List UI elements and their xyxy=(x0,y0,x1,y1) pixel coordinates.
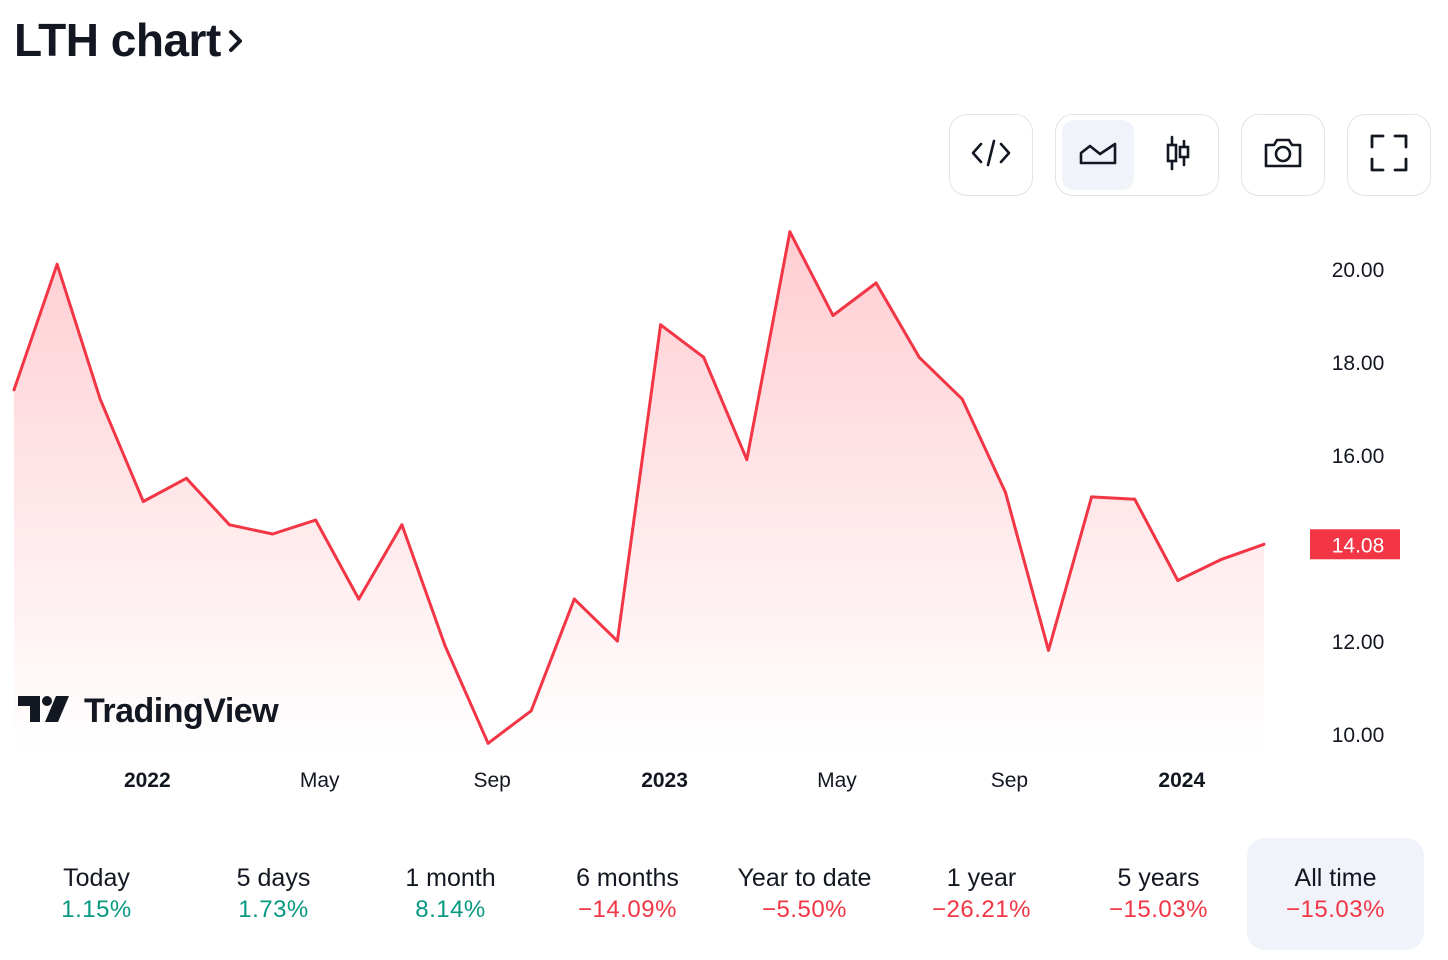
period-label: Year to date xyxy=(737,864,872,892)
period-today[interactable]: Today 1.15% xyxy=(8,838,185,950)
camera-icon xyxy=(1262,136,1304,175)
data-point xyxy=(1262,542,1266,546)
period-change: 1.15% xyxy=(61,896,132,923)
period-change: −5.50% xyxy=(761,896,848,923)
chart-title: LTH chart xyxy=(14,14,221,66)
data-point xyxy=(98,397,102,401)
period-label: 1 month xyxy=(405,864,496,892)
data-point xyxy=(917,355,921,359)
snapshot-button-group xyxy=(1241,114,1325,196)
data-point xyxy=(831,314,835,317)
y-tick-label: 20.00 xyxy=(1332,259,1385,282)
period-6-months[interactable]: 6 months −14.09% xyxy=(539,838,716,950)
data-point xyxy=(228,523,232,527)
data-point xyxy=(486,741,490,745)
data-point xyxy=(55,262,59,266)
embed-button-group xyxy=(949,114,1033,196)
data-point xyxy=(12,388,16,392)
data-point xyxy=(615,639,619,643)
candlestick-icon xyxy=(1163,135,1193,176)
code-icon xyxy=(971,138,1011,173)
y-tick-label: 16.00 xyxy=(1332,445,1385,468)
data-point xyxy=(1133,497,1137,501)
data-point xyxy=(184,476,188,480)
period-5-days[interactable]: 5 days 1.73% xyxy=(185,838,362,950)
tradingview-logo-text: TradingView xyxy=(84,692,279,730)
period-year-to-date[interactable]: Year to date −5.50% xyxy=(716,838,893,950)
period-label: 6 months xyxy=(576,864,679,892)
chart-title-link[interactable]: LTH chart xyxy=(14,10,245,70)
snapshot-button[interactable] xyxy=(1248,121,1318,189)
data-point xyxy=(1003,490,1007,494)
data-point xyxy=(702,355,706,359)
period-label: Today xyxy=(63,864,130,892)
y-tick-label: 12.00 xyxy=(1332,631,1385,654)
period-change: 8.14% xyxy=(415,896,486,923)
data-point xyxy=(1219,558,1223,562)
price-line xyxy=(12,230,1265,745)
candle-style-button[interactable] xyxy=(1142,120,1214,190)
period-1-month[interactable]: 1 month 8.14% xyxy=(362,838,539,950)
chart-style-group xyxy=(1055,114,1219,196)
x-tick-label: Sep xyxy=(991,769,1028,792)
x-tick-label: 2023 xyxy=(641,769,688,792)
area-chart-icon xyxy=(1078,138,1118,173)
data-point xyxy=(314,518,318,522)
price-chart[interactable]: 20.00 18.00 16.00 14.08 12.00 10.00 2022 May Se… xyxy=(0,200,1448,820)
period-change: −14.09% xyxy=(578,896,677,923)
data-point xyxy=(659,323,663,327)
period-label: 1 year xyxy=(946,864,1017,892)
x-tick-label: May xyxy=(300,769,340,792)
period-change: 1.73% xyxy=(238,896,309,923)
x-tick-label: 2022 xyxy=(124,769,171,792)
chevron-right-icon xyxy=(227,26,245,61)
tradingview-logo-mark xyxy=(16,694,72,729)
period-all-time[interactable]: All time −15.03% xyxy=(1247,838,1424,950)
data-point xyxy=(874,281,878,285)
period-selector: Today 1.15% 5 days 1.73% 1 month 8.14% 6… xyxy=(8,838,1438,950)
last-price-label: 14.08 xyxy=(1332,534,1385,557)
data-point xyxy=(1090,495,1094,499)
x-tick-label: 2024 xyxy=(1158,769,1205,792)
area-style-button[interactable] xyxy=(1062,120,1134,190)
tradingview-logo[interactable]: TradingView xyxy=(16,692,279,731)
period-change: −26.21% xyxy=(932,896,1031,923)
data-point xyxy=(572,597,576,601)
data-point xyxy=(357,597,361,601)
embed-button[interactable] xyxy=(956,121,1026,189)
data-point xyxy=(141,500,145,503)
fullscreen-button[interactable] xyxy=(1354,121,1424,189)
period-change: −15.03% xyxy=(1109,896,1208,923)
x-tick-label: Sep xyxy=(473,769,510,792)
data-point xyxy=(529,709,533,713)
period-1-year[interactable]: 1 year −26.21% xyxy=(893,838,1070,950)
last-price-badge xyxy=(1310,529,1400,560)
period-change: −15.03% xyxy=(1286,896,1385,923)
x-tick-label: May xyxy=(817,769,857,792)
period-5-years[interactable]: 5 years −15.03% xyxy=(1070,838,1247,950)
data-point xyxy=(1176,579,1180,583)
data-point xyxy=(443,644,447,648)
data-point xyxy=(1046,648,1050,652)
data-point xyxy=(960,397,964,401)
fullscreen-icon xyxy=(1369,133,1409,178)
data-point xyxy=(788,230,792,234)
period-label: 5 days xyxy=(236,864,311,892)
fullscreen-button-group xyxy=(1347,114,1431,196)
period-label: 5 years xyxy=(1117,864,1200,892)
data-point xyxy=(271,532,275,536)
y-tick-label: 10.00 xyxy=(1332,724,1385,747)
period-label: All time xyxy=(1294,864,1377,892)
data-point xyxy=(745,458,749,462)
data-point xyxy=(400,523,404,527)
y-tick-label: 18.00 xyxy=(1332,352,1385,375)
